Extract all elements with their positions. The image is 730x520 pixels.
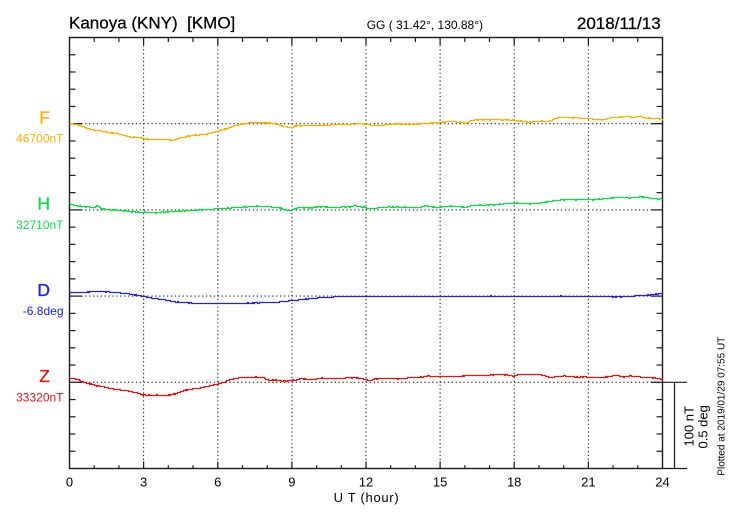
svg-text:-6.8deg: -6.8deg	[23, 304, 64, 318]
svg-text:0.5 deg: 0.5 deg	[696, 405, 711, 448]
svg-text:U T (hour): U T (hour)	[334, 490, 400, 505]
svg-text:Plotted at 2019/01/29 07:55 UT: Plotted at 2019/01/29 07:55 UT	[717, 337, 728, 476]
svg-text:24: 24	[655, 475, 669, 490]
svg-text:15: 15	[433, 475, 447, 490]
svg-text:Z: Z	[39, 366, 50, 386]
svg-text:D: D	[37, 280, 50, 300]
svg-text:46700nT: 46700nT	[16, 132, 64, 146]
svg-text:F: F	[39, 108, 50, 128]
svg-text:6: 6	[214, 475, 221, 490]
svg-text:21: 21	[581, 475, 595, 490]
svg-text:18: 18	[507, 475, 521, 490]
svg-text:0: 0	[66, 475, 73, 490]
svg-text:H: H	[37, 194, 50, 214]
svg-text:Kanoya (KNY) [KMO]: Kanoya (KNY) [KMO]	[69, 14, 235, 33]
svg-text:33320nT: 33320nT	[16, 390, 64, 404]
svg-text:32710nT: 32710nT	[16, 218, 64, 232]
svg-text:12: 12	[359, 475, 373, 490]
svg-text:3: 3	[140, 475, 147, 490]
svg-text:2018/11/13: 2018/11/13	[577, 14, 661, 33]
svg-text:9: 9	[288, 475, 295, 490]
svg-text:GG ( 31.42°, 130.88°): GG ( 31.42°, 130.88°)	[367, 18, 483, 32]
svg-text:100 nT: 100 nT	[682, 406, 697, 447]
